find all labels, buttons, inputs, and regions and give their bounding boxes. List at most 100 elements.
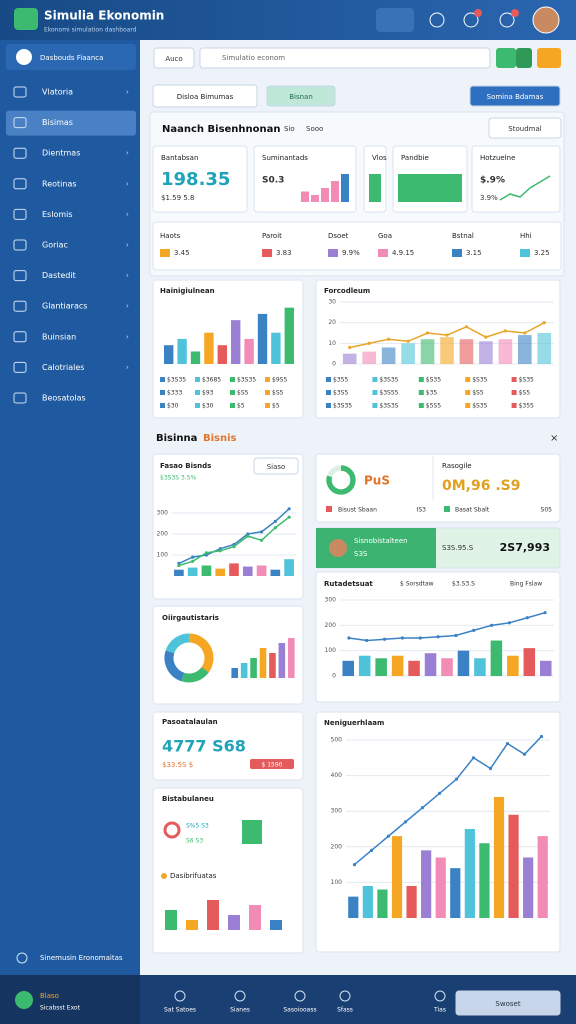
bar xyxy=(231,320,241,364)
button-label[interactable]: Disloa Bimumas xyxy=(177,93,234,101)
kpi-value: S0.3 xyxy=(262,176,284,186)
button[interactable] xyxy=(488,117,562,139)
bottom-nav[interactable]: Tias xyxy=(433,1007,446,1014)
search-box[interactable] xyxy=(199,47,491,69)
label: IS3 xyxy=(417,507,427,514)
nav-icon[interactable] xyxy=(174,990,186,1002)
legend-text: $5 xyxy=(237,403,245,410)
bar xyxy=(228,915,240,930)
card xyxy=(471,145,561,213)
icon-button[interactable] xyxy=(376,8,414,32)
nav-item[interactable]: Goriac xyxy=(42,241,68,250)
donut-segment xyxy=(326,465,356,495)
nav-item[interactable]: Beosatolas xyxy=(42,394,86,403)
button[interactable] xyxy=(469,85,561,107)
button-label[interactable]: Siaso xyxy=(267,463,286,471)
bar xyxy=(507,655,519,676)
bar xyxy=(540,660,552,676)
nav-item[interactable]: Bisimas xyxy=(42,118,73,127)
button-label[interactable]: Swoset xyxy=(495,1000,520,1008)
bar xyxy=(201,565,212,576)
button-label[interactable]: Stoudmal xyxy=(508,125,541,133)
bar xyxy=(508,814,519,918)
chevron: › xyxy=(126,333,129,341)
icon-button[interactable] xyxy=(516,48,532,68)
point xyxy=(232,545,236,549)
legend-chip xyxy=(195,403,200,408)
nav-item[interactable]: Dastedit xyxy=(42,271,76,280)
nav-item[interactable]: Glantiaracs xyxy=(42,302,87,311)
section-accent: Bisnis xyxy=(203,433,237,444)
nav-icon[interactable] xyxy=(339,990,351,1002)
nav-icon[interactable] xyxy=(294,990,306,1002)
button-label[interactable]: Auco xyxy=(165,55,182,63)
nav-icon[interactable] xyxy=(434,990,446,1002)
status-title: Rasogile xyxy=(442,462,472,470)
chevron: › xyxy=(126,272,129,280)
bar xyxy=(256,565,267,576)
bottom-nav[interactable]: Sianes xyxy=(230,1007,250,1014)
nav-item[interactable]: Vlatoria xyxy=(42,88,73,97)
bar xyxy=(244,338,254,364)
point xyxy=(484,335,488,339)
nav-item[interactable]: Dientmas xyxy=(42,149,80,158)
card-title: Bistabulaneu xyxy=(162,795,214,803)
metric-label: Hhi xyxy=(520,232,532,240)
nav-item[interactable]: Buinsian xyxy=(42,332,76,341)
button-label[interactable]: Bisnan xyxy=(289,93,313,101)
legend-text: $S5 xyxy=(519,390,531,397)
bar xyxy=(187,567,198,576)
legend-chip xyxy=(195,377,200,382)
legend-text: $333 xyxy=(167,390,182,397)
logo xyxy=(14,8,38,30)
icon[interactable] xyxy=(463,12,479,28)
button[interactable] xyxy=(455,990,561,1016)
donut-segment xyxy=(165,633,190,654)
point xyxy=(472,628,476,633)
point xyxy=(348,345,352,350)
dropdown[interactable]: Sooo xyxy=(306,125,323,133)
nav-icon[interactable] xyxy=(234,990,246,1002)
card xyxy=(152,145,248,213)
bottom-nav[interactable]: Sfass xyxy=(337,1007,353,1014)
legend-chip xyxy=(265,377,270,382)
icon-button[interactable] xyxy=(537,48,561,68)
close-icon[interactable]: × xyxy=(550,433,558,444)
legend-text: $9S5 xyxy=(272,377,287,384)
search-placeholder[interactable]: Simulatio econom xyxy=(222,54,285,62)
icon[interactable] xyxy=(499,12,515,28)
label: S%5 S3 xyxy=(186,823,209,830)
point xyxy=(437,791,442,796)
bottom-nav[interactable]: Sasoiooass xyxy=(283,1007,316,1014)
nav-item[interactable]: Calotriales xyxy=(42,363,84,372)
metric-value: 4.9.15 xyxy=(392,249,414,257)
button[interactable] xyxy=(152,84,258,108)
bar xyxy=(424,653,437,676)
card xyxy=(315,453,561,523)
button[interactable] xyxy=(153,47,195,69)
dot xyxy=(161,873,167,879)
point xyxy=(523,331,527,335)
nav-item[interactable]: Eslomis xyxy=(42,210,73,219)
legend-text: $3S35 xyxy=(167,377,186,384)
button[interactable] xyxy=(253,457,299,475)
avatar xyxy=(329,539,347,557)
nav-item[interactable]: Reotinas xyxy=(42,179,77,188)
bottom-nav[interactable]: Sat Satoes xyxy=(164,1007,196,1014)
y-tick-label: 0 xyxy=(332,673,336,680)
button-label[interactable]: Somina Bdamas xyxy=(487,93,544,101)
legend-chip xyxy=(326,390,331,395)
button[interactable] xyxy=(266,85,336,107)
bar xyxy=(358,655,371,676)
chart-title: Hainigiulnean xyxy=(160,287,215,295)
legend-chip xyxy=(265,390,270,395)
avatar[interactable] xyxy=(532,6,560,34)
icon[interactable] xyxy=(429,12,445,28)
nav-icon xyxy=(13,147,27,159)
icon-button[interactable] xyxy=(496,48,516,68)
kpi-bar xyxy=(398,174,462,202)
legend-chip xyxy=(372,390,378,395)
legend-text: $3S35 xyxy=(379,377,398,384)
point xyxy=(259,538,264,542)
nav-active[interactable] xyxy=(6,110,136,136)
